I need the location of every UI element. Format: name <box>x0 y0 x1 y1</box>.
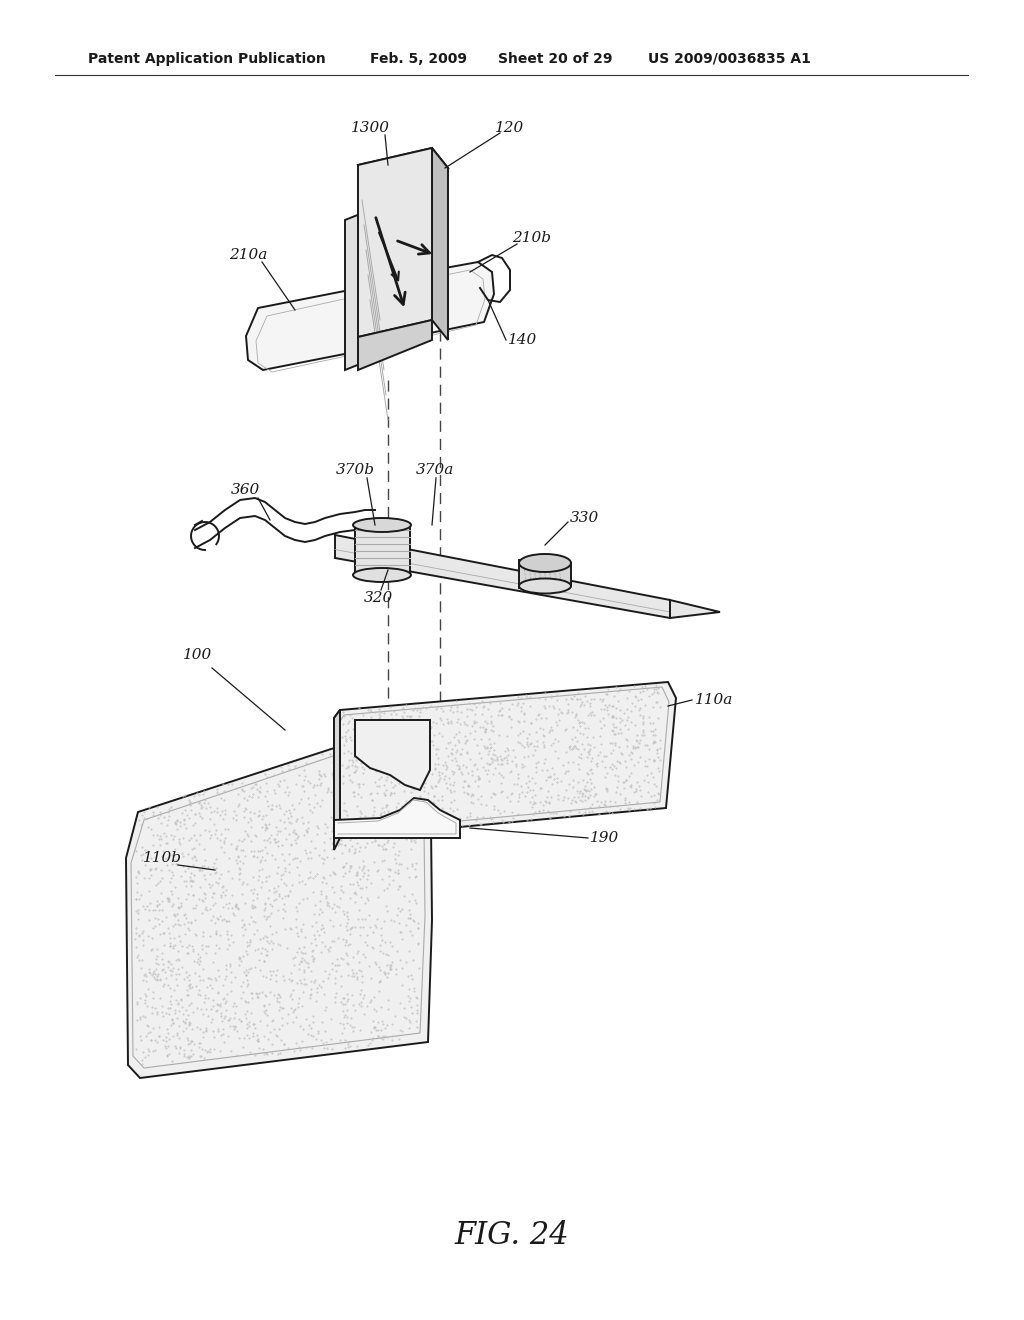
Polygon shape <box>345 201 395 370</box>
Ellipse shape <box>519 578 571 594</box>
Polygon shape <box>126 719 432 1078</box>
Text: 360: 360 <box>230 483 260 498</box>
Text: 110b: 110b <box>142 851 181 865</box>
Polygon shape <box>358 148 432 337</box>
Text: Feb. 5, 2009: Feb. 5, 2009 <box>370 51 467 66</box>
Polygon shape <box>334 682 676 838</box>
Text: 330: 330 <box>570 511 599 525</box>
Text: 210a: 210a <box>228 248 267 261</box>
Polygon shape <box>355 719 430 789</box>
Text: Patent Application Publication: Patent Application Publication <box>88 51 326 66</box>
Text: 210b: 210b <box>512 231 552 246</box>
Polygon shape <box>378 261 494 341</box>
Text: 110a: 110a <box>695 693 733 708</box>
Polygon shape <box>358 148 449 185</box>
Ellipse shape <box>353 568 411 582</box>
Polygon shape <box>432 148 449 341</box>
Ellipse shape <box>353 517 411 532</box>
Text: Sheet 20 of 29: Sheet 20 of 29 <box>498 51 612 66</box>
Text: 1300: 1300 <box>350 121 389 135</box>
Polygon shape <box>246 286 385 370</box>
Polygon shape <box>519 560 571 587</box>
Text: 370a: 370a <box>416 463 455 477</box>
Polygon shape <box>335 535 670 618</box>
Text: 100: 100 <box>183 648 213 663</box>
Text: 370b: 370b <box>336 463 375 477</box>
Ellipse shape <box>519 554 571 572</box>
Text: FIG. 24: FIG. 24 <box>455 1220 569 1250</box>
Polygon shape <box>358 319 432 370</box>
Polygon shape <box>355 525 410 576</box>
Polygon shape <box>334 710 340 850</box>
Text: 320: 320 <box>364 591 392 605</box>
Text: US 2009/0036835 A1: US 2009/0036835 A1 <box>648 51 811 66</box>
Text: 140: 140 <box>508 333 538 347</box>
Polygon shape <box>670 601 720 618</box>
Text: 190: 190 <box>590 832 620 845</box>
Polygon shape <box>334 799 460 838</box>
Text: 120: 120 <box>496 121 524 135</box>
